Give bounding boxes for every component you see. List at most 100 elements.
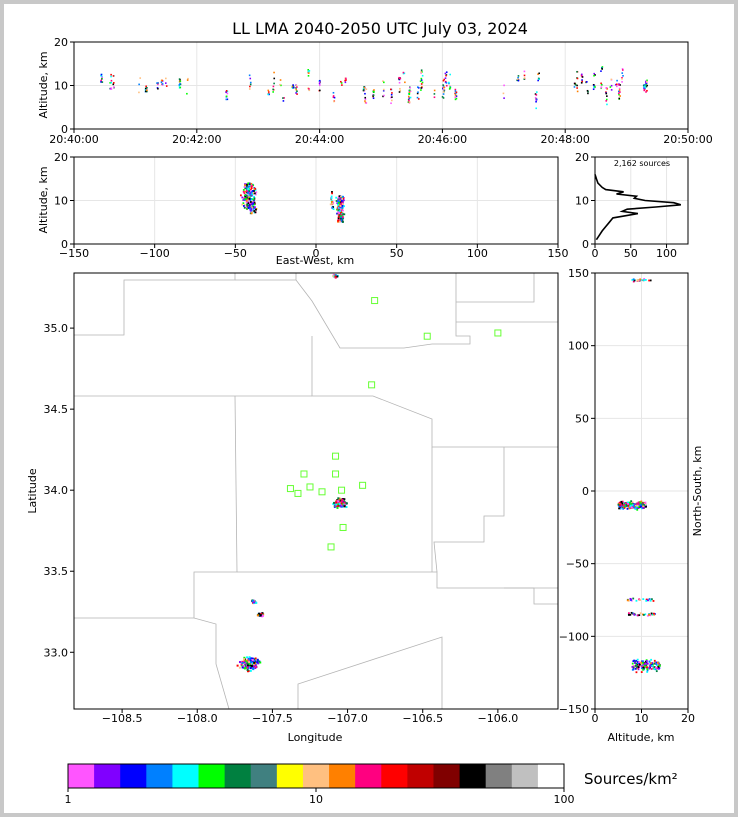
ew-source: [242, 189, 245, 191]
time-height-source: [417, 86, 419, 88]
time-height-source: [362, 89, 365, 91]
time-height-source: [454, 98, 457, 101]
ns-source: [626, 505, 629, 508]
ew-source: [253, 190, 255, 192]
time-height-source: [292, 84, 294, 87]
colorbar-swatch: [381, 764, 408, 788]
ns-source: [642, 598, 645, 600]
plan-source: [254, 657, 257, 660]
time-height-source: [644, 87, 646, 90]
time-height-source: [161, 84, 164, 86]
lma-station-marker: [306, 483, 314, 491]
ns-source: [645, 505, 647, 508]
time-height-source: [372, 97, 375, 100]
ew-source: [249, 188, 252, 191]
ns-source: [644, 503, 647, 506]
time-height-source: [113, 86, 115, 88]
ns-source: [650, 662, 652, 665]
ew-source: [339, 208, 342, 211]
time-height-source: [249, 77, 252, 80]
time-height-source: [402, 72, 405, 75]
ew-source: [244, 194, 247, 196]
ew-source: [242, 202, 245, 205]
altitude-histogram-line: [594, 174, 682, 241]
ns-source: [636, 658, 639, 661]
time-height-source: [622, 75, 624, 77]
ns-source: [631, 668, 634, 671]
time-height-source: [332, 91, 335, 94]
ew-source: [343, 205, 345, 208]
ew-source: [249, 199, 252, 202]
time-height-source: [407, 98, 410, 101]
ew-source: [246, 196, 248, 199]
plan-source: [332, 273, 335, 276]
ew-tick-label: 50: [390, 247, 404, 260]
ew-source: [249, 198, 252, 200]
plan-source: [256, 658, 259, 661]
plan-source: [343, 501, 346, 504]
time-height-source: [273, 71, 275, 74]
ew-source: [250, 191, 253, 194]
altitude-tick-label: 0: [592, 712, 599, 725]
time-height-source: [523, 77, 526, 79]
ew-source: [335, 196, 338, 199]
ns-source: [653, 661, 656, 664]
ew-source: [340, 196, 342, 198]
ew-height-ylabel: Altitude, km: [37, 166, 50, 233]
ew-source: [330, 197, 333, 200]
ew-source: [338, 212, 341, 214]
ns-source: [646, 671, 649, 673]
time-height-source: [382, 89, 385, 92]
time-height-source: [187, 77, 189, 80]
time-height-source: [391, 92, 393, 94]
time-height-source: [605, 98, 608, 101]
plan-source: [250, 661, 253, 664]
ew-source: [341, 203, 344, 205]
time-height-source: [408, 101, 411, 103]
plan-source: [332, 275, 335, 278]
plan-source: [251, 667, 254, 670]
ns-source: [625, 502, 627, 505]
ns-source: [633, 665, 636, 667]
time-height-source: [146, 90, 148, 93]
time-height-source: [433, 93, 436, 95]
ew-source: [338, 209, 341, 212]
ew-source: [332, 208, 335, 210]
time-height-source: [442, 79, 445, 82]
time-height-source: [606, 103, 608, 106]
ew-source: [254, 188, 257, 191]
time-height-source: [537, 77, 540, 80]
time-height-source: [110, 87, 113, 90]
ns-height-xlabel: Altitude, km: [607, 731, 674, 744]
ns-source: [644, 660, 647, 663]
ew-source: [250, 205, 252, 207]
ew-source: [341, 216, 344, 218]
ns-source: [651, 613, 654, 616]
time-height-source: [516, 79, 518, 82]
time-height-source: [610, 78, 613, 81]
time-height-source: [109, 82, 111, 84]
ns-source: [642, 613, 644, 616]
time-height-source: [341, 84, 343, 86]
time-height-source: [614, 83, 617, 86]
time-height-source: [319, 89, 321, 92]
ns-source: [648, 666, 651, 669]
ew-source: [337, 200, 340, 202]
time-height-source: [144, 90, 147, 93]
time-height-source: [442, 91, 445, 93]
ns-source: [648, 598, 651, 600]
time-height-source: [307, 72, 310, 74]
ns-source: [634, 504, 637, 507]
time-height-source: [291, 85, 294, 88]
ew-source: [255, 191, 258, 194]
ns-source: [656, 661, 659, 664]
time-height-source: [517, 75, 520, 77]
time-height-source: [373, 89, 375, 91]
plan-source: [258, 612, 261, 615]
count-tick-label: 0: [592, 247, 599, 260]
altitude-tick-label: 0: [582, 238, 589, 251]
ew-source: [341, 197, 343, 200]
ns-tick-label: 50: [575, 412, 589, 425]
time-height-source: [267, 93, 269, 96]
time-height-source: [581, 79, 583, 81]
